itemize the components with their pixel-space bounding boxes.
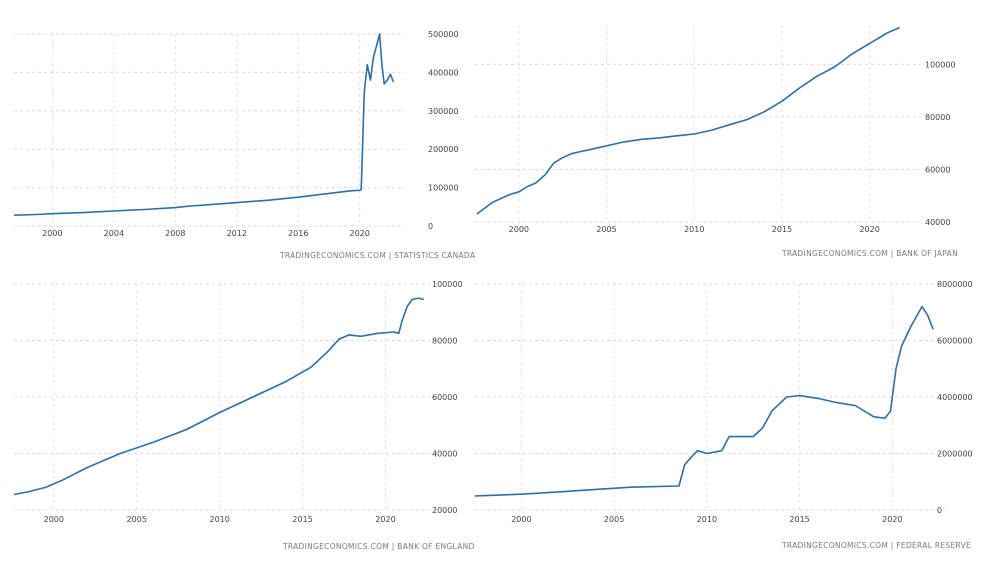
- x-tick-label: 2010: [684, 225, 704, 234]
- x-tick-label: 2000: [511, 515, 531, 524]
- series-line: [13, 33, 395, 216]
- y-tick-label: 80000: [432, 337, 457, 346]
- chart-bank-of-japan: 40000 60000 80000 100000 2000 2005 2010 2015 202…: [475, 25, 956, 234]
- chart-bank-of-england: 20000 40000 60000 80000 100000 2000 2005 2010 20…: [13, 280, 463, 524]
- x-tick-label: 2000: [44, 515, 64, 524]
- x-tick-label: 2012: [227, 229, 247, 238]
- x-tick-label: 2020: [375, 515, 395, 524]
- y-tick-label: 2000000: [937, 450, 973, 459]
- x-tick-label: 2015: [789, 515, 809, 524]
- y-tick-label: 100000: [432, 280, 463, 289]
- x-tick-label: 2020: [859, 225, 879, 234]
- y-tick-label: 6000000: [937, 337, 973, 346]
- x-tick-label: 2000: [42, 229, 62, 238]
- y-tick-label: 0: [428, 222, 433, 231]
- y-tick-label: 8000000: [937, 280, 973, 289]
- chart-federal-reserve: 0 2000000 4000000 6000000 8000000 2000 2005 201…: [474, 280, 973, 524]
- source-label-bank-of-japan: TRADINGECONOMICS.COM | BANK OF JAPAN: [782, 249, 958, 258]
- x-tick-label: 2016: [288, 229, 308, 238]
- y-tick-label: 100000: [925, 60, 956, 69]
- y-tick-label: 80000: [925, 113, 950, 122]
- series-line: [13, 297, 424, 496]
- x-tick-label: 2020: [882, 515, 902, 524]
- source-label-federal-reserve: TRADINGECONOMICS.COM | FEDERAL RESERVE: [782, 541, 972, 550]
- x-tick-label: 2015: [292, 515, 312, 524]
- x-tick-label: 2005: [596, 225, 616, 234]
- y-tick-label: 500000: [428, 30, 459, 39]
- x-tick-label: 2004: [104, 229, 124, 238]
- source-label-bank-of-england: TRADINGECONOMICS.COM | BANK OF ENGLAND: [283, 542, 475, 551]
- x-tick-label: 2010: [697, 515, 717, 524]
- y-tick-label: 0: [937, 506, 942, 515]
- y-tick-label: 60000: [925, 165, 950, 174]
- y-tick-label: 40000: [432, 450, 457, 459]
- x-tick-label: 2005: [127, 515, 147, 524]
- y-tick-label: 60000: [432, 393, 457, 402]
- y-tick-label: 20000: [432, 506, 457, 515]
- y-tick-label: 4000000: [937, 393, 973, 402]
- y-tick-label: 200000: [428, 145, 459, 154]
- y-tick-label: 100000: [428, 184, 459, 193]
- y-tick-label: 400000: [428, 68, 459, 77]
- chart-statistics-canada: 0 100000 200000 300000 400000 500000 2000 2004 2…: [13, 30, 459, 238]
- x-tick-label: 2010: [209, 515, 229, 524]
- x-tick-label: 2015: [772, 225, 792, 234]
- source-label-statistics-canada: TRADINGECONOMICS.COM | STATISTICS CANADA: [280, 251, 476, 260]
- series-line: [476, 26, 900, 215]
- x-tick-label: 2000: [509, 225, 529, 234]
- y-tick-label: 300000: [428, 107, 459, 116]
- x-tick-label: 2020: [349, 229, 369, 238]
- x-tick-label: 2005: [604, 515, 624, 524]
- series-line: [474, 305, 934, 497]
- x-tick-label: 2008: [165, 229, 185, 238]
- y-tick-label: 40000: [925, 218, 950, 227]
